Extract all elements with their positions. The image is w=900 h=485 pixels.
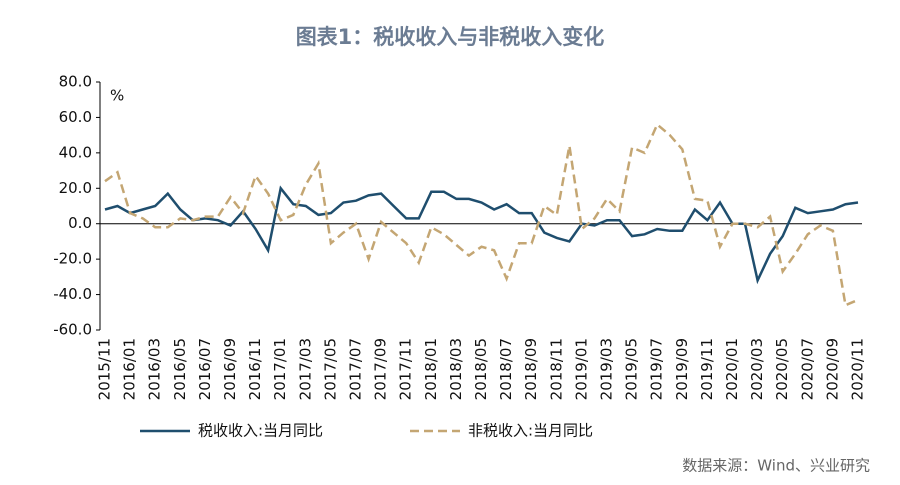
x-tick-label: 2020/07 xyxy=(798,338,816,400)
x-tick-label: 2017/05 xyxy=(321,338,339,400)
x-tick-label: 2019/09 xyxy=(673,338,691,400)
y-tick-label: 60.0 xyxy=(59,108,92,126)
x-tick-label: 2019/07 xyxy=(648,338,666,400)
x-tick-label: 2020/11 xyxy=(849,338,867,400)
y-tick-label: -20.0 xyxy=(53,250,92,268)
x-tick-label: 2018/05 xyxy=(472,338,490,400)
x-tick-label: 2016/05 xyxy=(171,338,189,400)
y-tick-label: 0.0 xyxy=(68,214,92,232)
x-tick-label: 2018/11 xyxy=(547,338,565,400)
x-tick-label: 2016/03 xyxy=(146,338,164,400)
x-tick-label: 2016/09 xyxy=(221,338,239,400)
y-tick-label: -60.0 xyxy=(53,321,92,339)
x-tick-label: 2020/01 xyxy=(723,338,741,400)
x-tick-label: 2018/03 xyxy=(447,338,465,400)
y-unit: % xyxy=(110,87,124,105)
x-tick-label: 2017/09 xyxy=(372,338,390,400)
legend-label: 非税收入:当月同比 xyxy=(468,422,593,440)
legend-label: 税收收入:当月同比 xyxy=(198,422,323,440)
x-tick-label: 2016/11 xyxy=(246,338,264,400)
series-line xyxy=(104,122,859,307)
y-tick-label: -40.0 xyxy=(53,285,92,303)
source: 数据来源：Wind、兴业研究 xyxy=(682,457,870,475)
x-tick-label: 2020/05 xyxy=(773,338,791,400)
x-tick-label: 2018/01 xyxy=(422,338,440,400)
y-tick-label: 80.0 xyxy=(59,73,92,91)
x-tick-label: 2019/05 xyxy=(623,338,641,400)
x-tick-label: 2017/01 xyxy=(271,338,289,400)
x-tick-label: 2019/03 xyxy=(598,338,616,400)
series-line xyxy=(104,185,859,285)
y-tick-label: 40.0 xyxy=(59,143,92,161)
x-tick-label: 2016/07 xyxy=(196,338,214,400)
x-tick-label: 2019/01 xyxy=(572,338,590,400)
x-tick-label: 2016/01 xyxy=(121,338,139,400)
x-tick-label: 2018/07 xyxy=(497,338,515,400)
x-tick-label: 2015/11 xyxy=(96,338,114,400)
chart-title: 图表1：税收收入与非税收入变化 xyxy=(296,25,605,49)
x-tick-label: 2020/03 xyxy=(748,338,766,400)
y-tick-label: 20.0 xyxy=(59,179,92,197)
x-tick-label: 2017/03 xyxy=(296,338,314,400)
x-tick-label: 2017/07 xyxy=(347,338,365,400)
x-tick-label: 2020/09 xyxy=(823,338,841,400)
x-tick-label: 2017/11 xyxy=(397,338,415,400)
x-tick-label: 2018/09 xyxy=(522,338,540,400)
x-tick-label: 2019/11 xyxy=(698,338,716,400)
